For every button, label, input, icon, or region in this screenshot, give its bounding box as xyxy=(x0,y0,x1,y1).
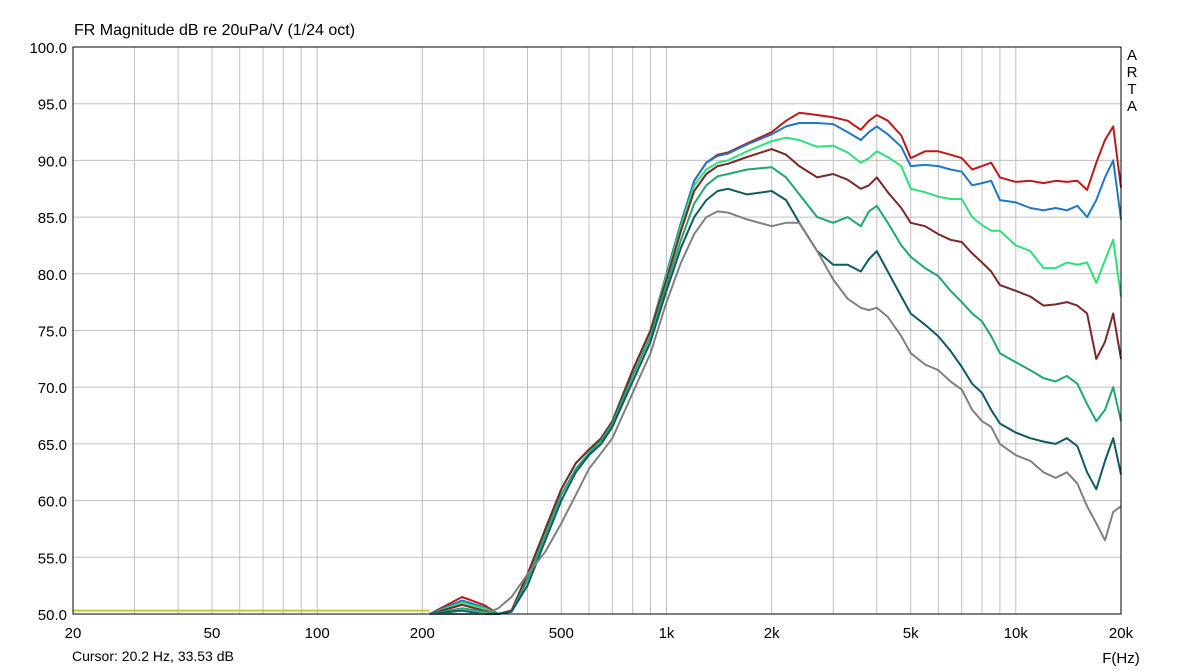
cursor-readout: Cursor: 20.2 Hz, 33.53 dB xyxy=(72,648,234,664)
y-tick-label: 85.0 xyxy=(38,210,67,227)
y-tick-label: 90.0 xyxy=(38,153,67,170)
watermark-letter: A xyxy=(1126,98,1137,115)
series-line-3 xyxy=(429,136,1122,615)
x-tick-label: 200 xyxy=(410,625,435,642)
watermark-letter: R xyxy=(1126,64,1138,81)
tick-label-layer: 20 50 100 200 500 1k 2k 5k 10k 20k 100.0 95.0 90.0 85… xyxy=(29,40,1133,642)
plot-frame xyxy=(72,46,1122,615)
series-line-4 xyxy=(429,148,1122,615)
x-tick-label: 500 xyxy=(549,625,574,642)
x-tick-label: 100 xyxy=(305,625,330,642)
series-line-7 xyxy=(429,210,1122,615)
y-tick-label: 70.0 xyxy=(38,380,67,397)
x-tick-label: 20k xyxy=(1109,625,1134,642)
series-layer xyxy=(73,111,1122,615)
watermark-letter: A xyxy=(1126,47,1137,64)
y-tick-label: 100.0 xyxy=(29,40,67,57)
y-tick-label: 95.0 xyxy=(38,97,67,114)
y-tick-label: 55.0 xyxy=(38,550,67,567)
x-tick-label: 2k xyxy=(764,625,780,642)
x-tick-label: 20 xyxy=(65,625,82,642)
series-line-6 xyxy=(429,187,1122,615)
grid-layer xyxy=(73,46,1121,615)
watermark-letter: T xyxy=(1127,81,1137,98)
y-tick-label: 80.0 xyxy=(38,267,67,284)
series-line-2 xyxy=(429,122,1122,615)
y-tick-label: 75.0 xyxy=(38,324,67,341)
series-line-5 xyxy=(429,166,1122,615)
chart-title: FR Magnitude dB re 20uPa/V (1/24 oct) xyxy=(74,22,356,39)
x-tick-label: 5k xyxy=(903,625,919,642)
x-axis-label: F(Hz) xyxy=(1102,650,1140,667)
x-tick-label: 1k xyxy=(659,625,675,642)
x-tick-label: 50 xyxy=(204,625,221,642)
y-tick-label: 65.0 xyxy=(38,437,67,454)
y-tick-label: 50.0 xyxy=(38,607,67,624)
y-tick-label: 60.0 xyxy=(38,494,67,511)
watermark-text: A R T A xyxy=(1126,47,1138,115)
x-tick-label: 10k xyxy=(1004,625,1029,642)
